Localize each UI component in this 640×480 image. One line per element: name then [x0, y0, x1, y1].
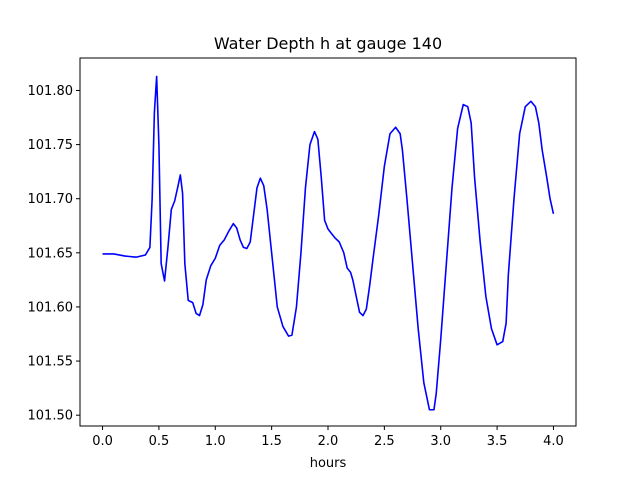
x-axis-label: hours [310, 456, 347, 471]
x-axis-ticks: 0.0 0.5 1.0 1.5 2.0 2.5 3.0 3.5 4.0 [92, 426, 564, 449]
y-tick-label: 101.60 [28, 300, 74, 315]
y-tick-label: 101.55 [28, 355, 74, 370]
x-tick-label: 2.5 [374, 434, 395, 449]
x-tick-label: 1.0 [205, 434, 226, 449]
y-tick-label: 101.70 [28, 192, 74, 207]
x-tick-label: 3.5 [487, 434, 508, 449]
y-axis-ticks: 101.50 101.55 101.60 101.65 101.70 101.75 101.… [28, 84, 80, 424]
y-tick-label: 101.75 [28, 138, 74, 153]
y-tick-label: 101.50 [28, 409, 74, 424]
chart-title: Water Depth h at gauge 140 [214, 34, 442, 53]
x-tick-label: 1.5 [261, 434, 282, 449]
x-tick-label: 2.0 [318, 434, 339, 449]
x-tick-label: 3.0 [430, 434, 451, 449]
y-tick-label: 101.65 [28, 246, 74, 261]
series-line-water-depth [102, 75, 555, 411]
x-tick-label: 0.0 [92, 434, 113, 449]
x-tick-label: 4.0 [543, 434, 564, 449]
x-tick-label: 0.5 [149, 434, 170, 449]
y-tick-label: 101.80 [28, 84, 74, 99]
